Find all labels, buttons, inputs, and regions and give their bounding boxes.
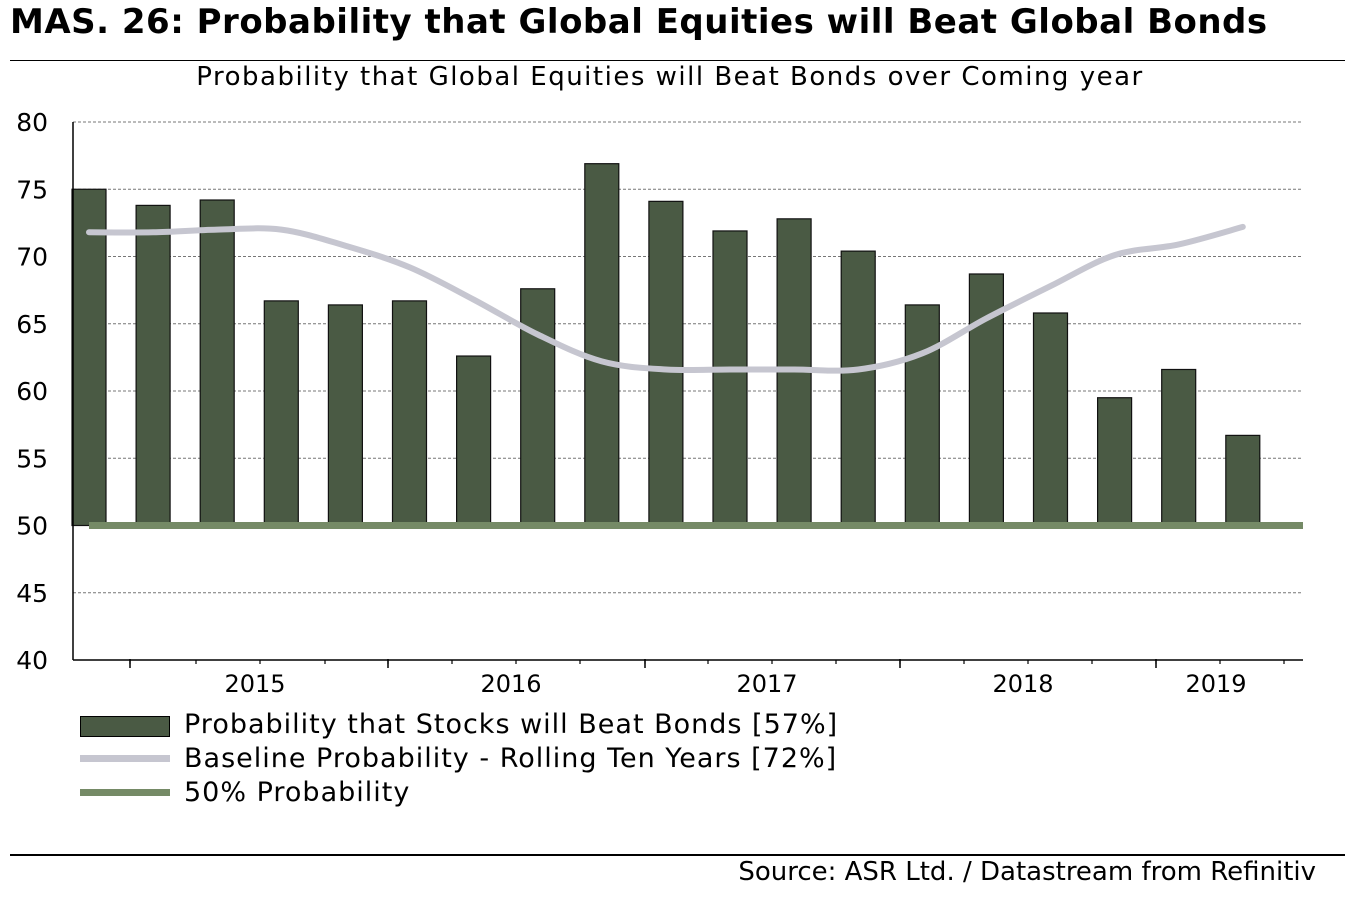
x-tick-label: 2015 [224, 670, 285, 698]
legend-label-fifty: 50% Probability [184, 777, 411, 808]
y-tick-label: 40 [16, 646, 48, 675]
bar [1096, 397, 1133, 527]
y-tick-label: 70 [16, 243, 48, 272]
bar [456, 355, 492, 527]
bar [520, 288, 556, 527]
x-tick-label: 2018 [992, 670, 1053, 698]
y-tick-label: 45 [16, 579, 48, 608]
legend-label-baseline: Baseline Probability - Rolling Ten Years… [184, 743, 838, 774]
baseline-probability-line [86, 223, 1246, 374]
source-note: Source: ASR Ltd. / Datastream from Refin… [738, 857, 1316, 887]
bar [391, 300, 428, 527]
bar [1032, 312, 1069, 527]
bar [712, 230, 748, 527]
legend-item-baseline: Baseline Probability - Rolling Ten Years… [80, 742, 980, 776]
y-tick-label: 60 [16, 377, 48, 406]
bar [327, 304, 363, 527]
bar [71, 188, 107, 527]
bar [135, 204, 171, 527]
y-tick-label: 80 [16, 108, 48, 137]
chart-title: MAS. 26: Probability that Global Equitie… [10, 2, 1268, 42]
legend-item-bars: Probability that Stocks will Beat Bonds … [80, 708, 980, 742]
bottom-rule [10, 854, 1345, 856]
bar [263, 300, 299, 527]
y-tick-label: 50 [16, 512, 48, 541]
legend-item-fifty: 50% Probability [80, 776, 980, 810]
x-tick-label: 2016 [480, 670, 541, 698]
baseline-line-swatch [80, 755, 170, 762]
bar [840, 250, 876, 527]
bar [648, 200, 684, 527]
y-tick-label: 75 [16, 175, 48, 204]
legend-label-bars: Probability that Stocks will Beat Bonds … [184, 709, 839, 740]
bar [199, 199, 235, 527]
bar-swatch [80, 716, 170, 737]
bar [1225, 434, 1261, 527]
y-tick-label: 65 [16, 310, 48, 339]
fifty-line-swatch [80, 789, 170, 796]
bar [904, 304, 940, 527]
chart-subtitle: Probability that Global Equities will Be… [196, 62, 1144, 92]
x-tick-label: 2019 [1185, 670, 1246, 698]
x-tick-label: 2017 [736, 670, 797, 698]
top-rule [10, 60, 1345, 61]
bar [584, 163, 620, 527]
bar [1161, 368, 1197, 527]
y-tick-label: 55 [16, 444, 48, 473]
